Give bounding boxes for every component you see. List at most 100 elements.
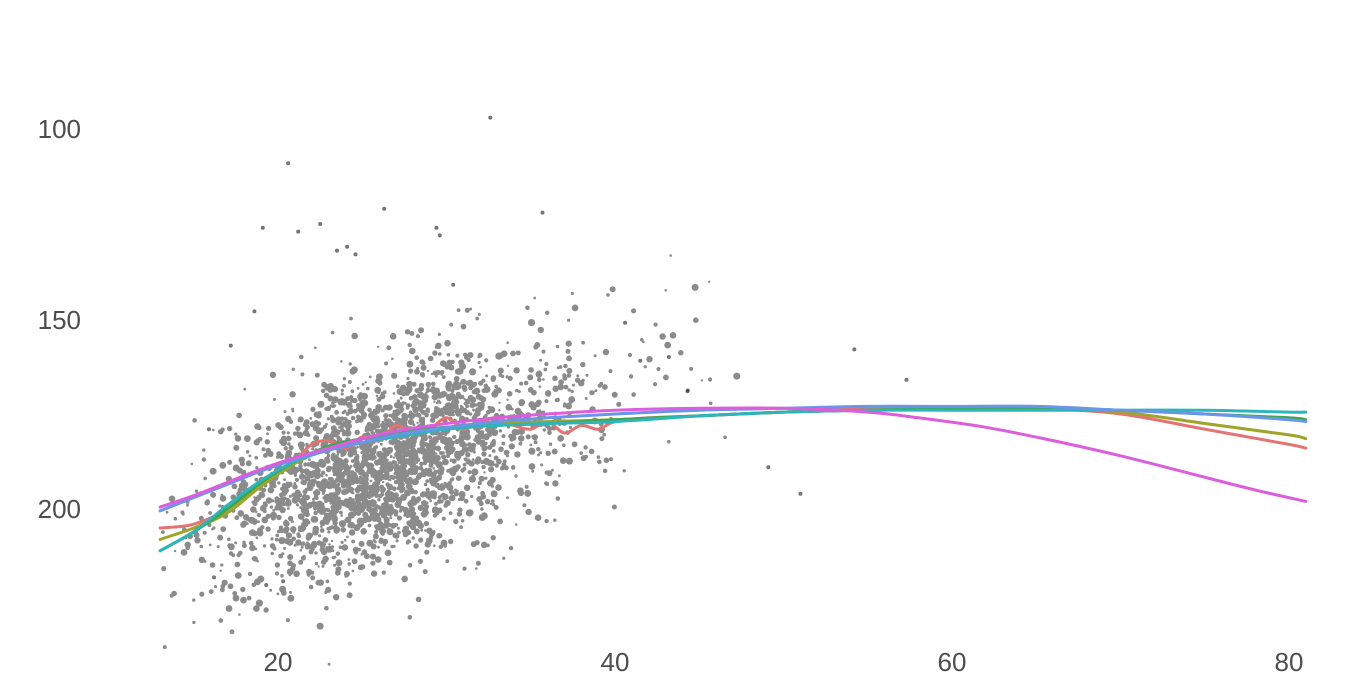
scatter-point [299, 548, 303, 552]
scatter-point [325, 474, 328, 477]
scatter-point [588, 448, 595, 455]
scatter-point [493, 455, 499, 461]
scatter-point [367, 407, 372, 413]
x-tick-label: 20 [264, 647, 293, 677]
scatter-point [531, 469, 535, 473]
scatter-point [497, 518, 503, 525]
scatter-point [343, 409, 347, 413]
scatter-point [537, 326, 544, 334]
scatter-point [374, 556, 382, 563]
scatter-point [428, 462, 434, 468]
scatter-point [264, 439, 270, 445]
scatter-point [471, 468, 479, 476]
scatter-point [571, 441, 578, 448]
scatter-point [219, 569, 222, 572]
scatter-points [161, 254, 741, 666]
scatter-point [524, 489, 532, 497]
scatter-point [411, 500, 417, 506]
scatter-point [374, 407, 381, 414]
outlier-point [260, 225, 265, 230]
scatter-point [435, 369, 441, 376]
scatter-point [462, 446, 466, 450]
outlier-point [685, 389, 690, 394]
scatter-point [475, 456, 482, 463]
scatter-point [454, 368, 462, 375]
scatter-point [429, 478, 436, 485]
scatter-point [225, 605, 233, 612]
scatter-point [498, 429, 503, 433]
x-tick-label: 80 [1275, 647, 1304, 677]
scatter-point [431, 381, 436, 387]
scatter-point [371, 516, 377, 522]
scatter-point [469, 368, 477, 376]
scatter-point [310, 575, 316, 581]
scatter-point [331, 466, 335, 470]
scatter-point [331, 385, 339, 393]
scatter-point [323, 392, 330, 399]
scatter-point [347, 558, 351, 561]
fit-line-series [158, 406, 1308, 509]
scatter-point [473, 450, 476, 454]
scatter-point [269, 505, 274, 509]
scatter-point [563, 363, 568, 369]
scatter-point [498, 409, 501, 412]
scatter-point [389, 496, 397, 503]
scatter-point [479, 365, 482, 369]
scatter-point [325, 579, 330, 584]
scatter-point [570, 389, 574, 394]
scatter-point [202, 530, 207, 535]
scatter-point [360, 552, 364, 556]
scatter-point [304, 487, 309, 492]
scatter-point [372, 533, 379, 540]
outlier-point [437, 233, 442, 238]
scatter-point [324, 456, 329, 462]
scatter-point [257, 532, 261, 536]
scatter-point [346, 423, 353, 429]
scatter-point [350, 389, 355, 394]
scatter-point [416, 421, 419, 425]
scatter-point [248, 540, 254, 546]
scatter-point [490, 535, 496, 541]
scatter-point [659, 333, 666, 340]
scatter-point [314, 551, 318, 555]
scatter-point [296, 503, 300, 507]
scatter-point [691, 283, 699, 291]
scatter-point [462, 407, 468, 414]
scatter-point [325, 546, 329, 550]
scatter-point [434, 501, 438, 506]
scatter-point [351, 471, 358, 478]
scatter-point [278, 537, 286, 545]
scatter-point [356, 478, 360, 481]
scatter-point [428, 435, 432, 439]
scatter-point [318, 534, 322, 538]
scatter-point [453, 518, 459, 525]
scatter-point [335, 566, 342, 573]
scatter-point [498, 373, 503, 378]
scatter-point [314, 473, 321, 480]
scatter-point [545, 482, 550, 486]
scatter-point [663, 374, 669, 381]
scatter-point [254, 455, 258, 460]
scatter-point [359, 504, 366, 511]
scatter-point [436, 533, 442, 539]
scatter-point [272, 484, 277, 489]
scatter-point [468, 463, 472, 466]
scatter-point [458, 438, 465, 444]
scatter-point [453, 375, 460, 382]
scatter-point [493, 505, 499, 510]
scatter-point [349, 404, 353, 408]
scatter-point [376, 472, 380, 476]
scatter-point [389, 516, 393, 520]
scatter-point [642, 340, 645, 344]
scatter-point [527, 374, 534, 381]
scatter-point [369, 442, 374, 446]
scatter-point [298, 559, 304, 565]
scatter-point [274, 506, 280, 511]
scatter-point [274, 537, 279, 542]
scatter-point [308, 584, 314, 590]
scatter-point [252, 556, 258, 562]
scatter-point [413, 528, 420, 535]
scatter-point [437, 332, 441, 336]
scatter-point [436, 474, 442, 481]
